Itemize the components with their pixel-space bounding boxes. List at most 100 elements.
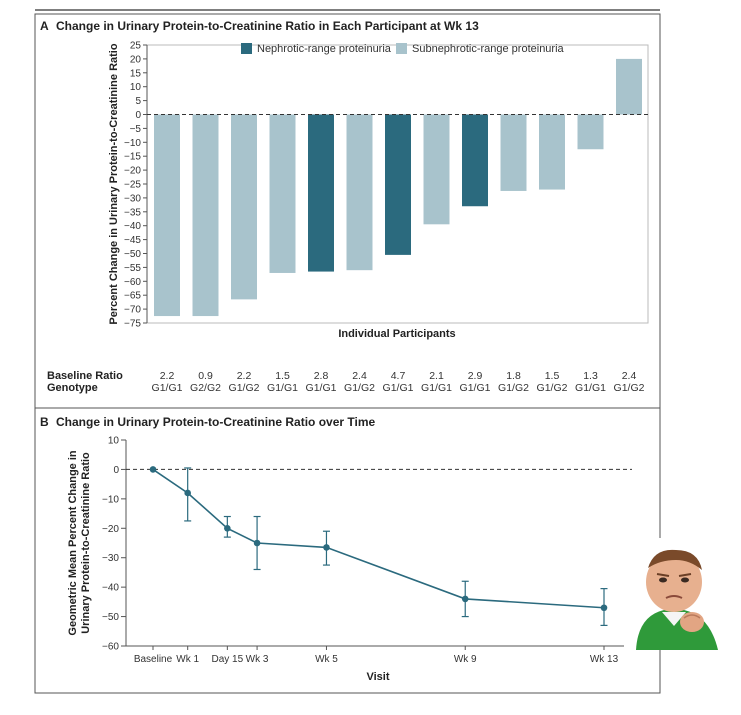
y-tick-label: −55 xyxy=(124,263,141,274)
x-tick-label: Wk 1 xyxy=(176,654,199,665)
y-tick-label: −45 xyxy=(124,235,141,246)
y-tick-label: −60 xyxy=(102,642,119,653)
y-tick-label: −60 xyxy=(124,277,141,288)
genotype-value: G1/G2 xyxy=(614,382,645,394)
y-tick-label: −15 xyxy=(124,152,141,163)
bar-participant-3 xyxy=(231,114,257,300)
y-tick-label: −35 xyxy=(124,207,141,218)
data-point-wk-13 xyxy=(600,604,608,612)
x-tick-label: Day 15 xyxy=(211,654,243,665)
bar-participant-2 xyxy=(192,114,219,317)
y-tick-label: 25 xyxy=(130,41,142,52)
panel-a-x-axis-title: Individual Participants xyxy=(338,328,455,340)
genotype-value: G1/G1 xyxy=(383,382,414,394)
y-tick-label: −50 xyxy=(102,612,119,623)
panel-a-y-axis-title: Percent Change in Urinary Protein-to-Cre… xyxy=(108,43,120,324)
baseline-ratio-value: 2.4 xyxy=(622,370,637,382)
data-point-wk-5 xyxy=(323,544,330,551)
bar-participant-7 xyxy=(385,114,411,255)
y-tick-label: 10 xyxy=(130,82,142,93)
legend-label-subnephrotic: Subnephrotic-range proteinuria xyxy=(412,43,565,55)
data-point-wk-9 xyxy=(461,595,469,603)
baseline-ratio-value: 1.3 xyxy=(583,370,598,382)
bar-participant-5 xyxy=(308,114,334,272)
genotype-row-label: Genotype xyxy=(47,382,98,394)
baseline-ratio-value: 2.4 xyxy=(352,370,367,382)
baseline-ratio-value: 1.8 xyxy=(506,370,521,382)
genotype-value: G1/G1 xyxy=(575,382,606,394)
y-tick-label: 5 xyxy=(135,96,141,107)
data-point-wk-3 xyxy=(253,539,261,547)
x-tick-label: Wk 13 xyxy=(590,654,619,665)
y-tick-label: −70 xyxy=(124,305,141,316)
x-tick-label: Baseline xyxy=(134,654,173,665)
panel-a-chart: A Change in Urinary Protein-to-Creatinine… xyxy=(34,9,661,409)
data-point-baseline xyxy=(149,466,157,473)
bar-participant-13 xyxy=(616,58,642,115)
y-tick-label: −40 xyxy=(102,583,119,594)
bar-participant-11 xyxy=(539,114,565,190)
baseline-ratio-value: 2.2 xyxy=(237,370,252,382)
y-tick-label: 0 xyxy=(135,110,141,121)
genotype-value: G1/G1 xyxy=(421,382,452,394)
legend-label-nephrotic: Nephrotic-range proteinuria xyxy=(257,43,392,55)
baseline-ratio-value: 4.7 xyxy=(391,370,406,382)
panel-b-letter: B xyxy=(40,415,49,429)
bar-participant-8 xyxy=(423,114,450,225)
y-tick-label: −30 xyxy=(124,193,141,204)
genotype-value: G1/G2 xyxy=(229,382,260,394)
x-tick-label: Wk 9 xyxy=(454,654,477,665)
genotype-value: G1/G1 xyxy=(460,382,491,394)
y-tick-label: −20 xyxy=(124,166,141,177)
baseline-ratio-value: 2.1 xyxy=(429,370,444,382)
y-tick-label: −10 xyxy=(124,138,141,149)
genotype-value: G1/G2 xyxy=(537,382,568,394)
baseline-ratio-value: 2.8 xyxy=(314,370,329,382)
data-point-day-15 xyxy=(224,524,231,532)
y-tick-label: −40 xyxy=(124,221,141,232)
baseline-ratio-value: 1.5 xyxy=(545,370,560,382)
y-tick-label: −20 xyxy=(102,524,119,535)
panel-b-frame xyxy=(34,407,661,694)
y-tick-label: 20 xyxy=(130,54,142,65)
y-tick-label: −75 xyxy=(124,319,141,330)
legend-swatch-subnephrotic xyxy=(396,43,407,54)
baseline-ratio-value: 2.2 xyxy=(160,370,175,382)
y-tick-label: 0 xyxy=(113,465,119,476)
bar-participant-12 xyxy=(577,114,604,150)
y-tick-label: −25 xyxy=(124,180,141,191)
panel-a-title: Change in Urinary Protein-to-Creatinine … xyxy=(56,19,479,33)
panel-b-x-axis-title: Visit xyxy=(366,671,389,683)
data-point-wk-1 xyxy=(184,489,191,497)
x-tick-label: Wk 3 xyxy=(246,654,269,665)
baseline-ratio-row-label: Baseline Ratio xyxy=(47,370,123,382)
y-tick-label: −5 xyxy=(130,124,142,135)
y-tick-label: 15 xyxy=(130,68,142,79)
genotype-value: G1/G1 xyxy=(152,382,183,394)
y-tick-label: −10 xyxy=(102,494,119,505)
baseline-ratio-value: 2.9 xyxy=(468,370,483,382)
baseline-ratio-value: 0.9 xyxy=(198,370,213,382)
panel-a-letter: A xyxy=(40,19,49,33)
y-tick-label: 10 xyxy=(108,436,120,447)
mean-change-line xyxy=(152,468,605,609)
x-tick-label: Wk 5 xyxy=(315,654,338,665)
y-tick-label: −50 xyxy=(124,249,141,260)
success-kid-photo xyxy=(624,538,724,650)
panel-b-y-axis-title-line1: Geometric Mean Percent Change in xyxy=(67,450,79,635)
panel-b-title: Change in Urinary Protein-to-Creatinine … xyxy=(56,415,375,429)
genotype-value: G1/G1 xyxy=(267,382,298,394)
genotype-value: G1/G2 xyxy=(344,382,375,394)
bar-participant-1 xyxy=(154,114,180,317)
y-tick-label: −65 xyxy=(124,291,141,302)
baseline-ratio-value: 1.5 xyxy=(275,370,290,382)
bar-participant-4 xyxy=(269,114,296,273)
genotype-value: G1/G2 xyxy=(498,382,529,394)
bar-participant-6 xyxy=(346,114,373,271)
bar-participant-9 xyxy=(462,114,488,207)
legend-swatch-nephrotic xyxy=(241,43,252,54)
genotype-value: G2/G2 xyxy=(190,382,221,394)
y-tick-label: −30 xyxy=(102,553,119,564)
